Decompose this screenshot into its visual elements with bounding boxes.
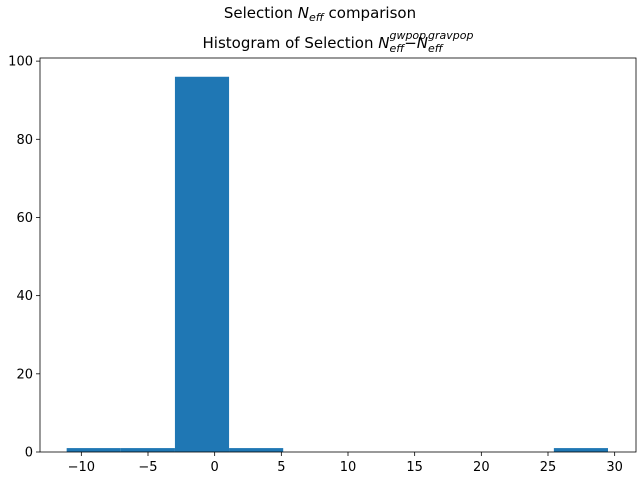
y-tick-label: 100: [8, 55, 33, 70]
x-tick-label: 30: [606, 460, 623, 475]
plot-frame: [39, 57, 637, 453]
bars-group: [66, 76, 608, 452]
x-tick-label: 0: [211, 460, 219, 475]
histogram-bar: [553, 448, 608, 452]
histogram-bar: [229, 448, 284, 452]
x-tick-label: 25: [540, 460, 557, 475]
x-tick-label: −5: [138, 460, 157, 475]
y-tick-label: 60: [16, 211, 33, 226]
histogram-bar: [120, 448, 175, 452]
y-tick-label: 80: [16, 133, 33, 148]
x-tick-label: 5: [277, 460, 285, 475]
x-tick-label: 15: [406, 460, 423, 475]
x-axis: −10 −5 0 5 10 15 20 25 30: [68, 452, 623, 475]
x-tick-label: 20: [473, 460, 490, 475]
y-tick-label: 40: [16, 289, 33, 304]
x-tick-label: 10: [340, 460, 357, 475]
histogram-bar: [66, 448, 121, 452]
x-tick-label: −10: [68, 460, 95, 475]
chart-title: Histogram of Selection Ngwpop eff−Ngravpo…: [203, 29, 474, 55]
y-tick-label: 0: [25, 446, 33, 461]
figure-suptitle: Selection Neff comparison: [224, 4, 416, 24]
histogram-bar: [174, 76, 230, 452]
y-tick-label: 20: [16, 367, 33, 382]
y-axis: 0 20 40 60 80 100: [8, 55, 40, 461]
